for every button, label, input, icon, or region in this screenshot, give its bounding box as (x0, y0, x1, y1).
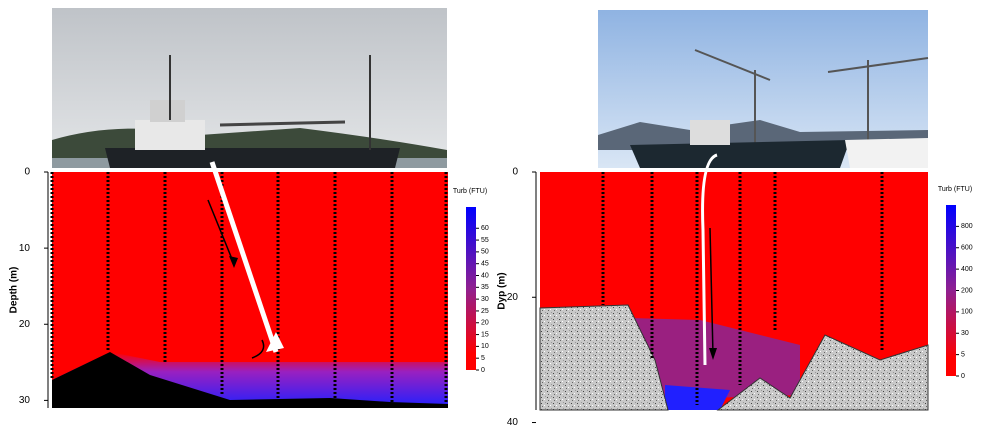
colorbar-tick-label: 100 (961, 309, 973, 316)
colorbar-tick-label: 5 (961, 351, 965, 358)
contour-right (539, 153, 929, 411)
colorbar (946, 205, 956, 376)
y-tick-label: 20 (19, 319, 31, 330)
y-tick-label: 0 (512, 167, 518, 178)
y-tick-label: 10 (19, 243, 31, 254)
colorbar-tick-label: 5 (481, 355, 485, 362)
y-axis-label: Dyp (m) (497, 272, 508, 309)
colorbar-tick-label: 40 (481, 272, 489, 279)
contour-left (50, 161, 448, 408)
colorbar-tick-label: 400 (961, 266, 973, 273)
colorbar-tick-label: 50 (481, 249, 489, 256)
y-tick-label: 20 (507, 292, 519, 303)
colorbar-tick-label: 200 (961, 287, 973, 294)
colorbar-tick-label: 800 (961, 223, 973, 230)
colorbar-tick-label: 35 (481, 284, 489, 291)
y-tick-label: 30 (19, 395, 31, 406)
colorbar-label: Turb (FTU) (938, 186, 972, 193)
colorbar-tick-label: 30 (961, 330, 969, 337)
y-tick-label: 0 (24, 167, 30, 178)
colorbar-label: Turb (FTU) (453, 188, 487, 195)
y-axis-label: Depth (m) (9, 267, 20, 314)
colorbar-tick-label: 60 (481, 225, 489, 232)
colorbar-tick-label: 20 (481, 320, 489, 327)
colorbar-tick-label: 0 (481, 367, 485, 374)
colorbar-tick-label: 10 (481, 343, 489, 350)
colorbar-tick-label: 25 (481, 308, 489, 315)
y-tick-label: 40 (507, 417, 519, 428)
colorbar-tick-label: 45 (481, 261, 489, 268)
colorbar (466, 207, 476, 370)
colorbar-tick-label: 600 (961, 245, 973, 252)
colorbar-tick-label: 30 (481, 296, 489, 303)
photo-right (598, 10, 929, 168)
colorbar-tick-label: 0 (961, 373, 965, 380)
colorbar-tick-label: 55 (481, 237, 489, 244)
photo-left (52, 8, 447, 168)
colorbar-tick-label: 15 (481, 331, 489, 338)
